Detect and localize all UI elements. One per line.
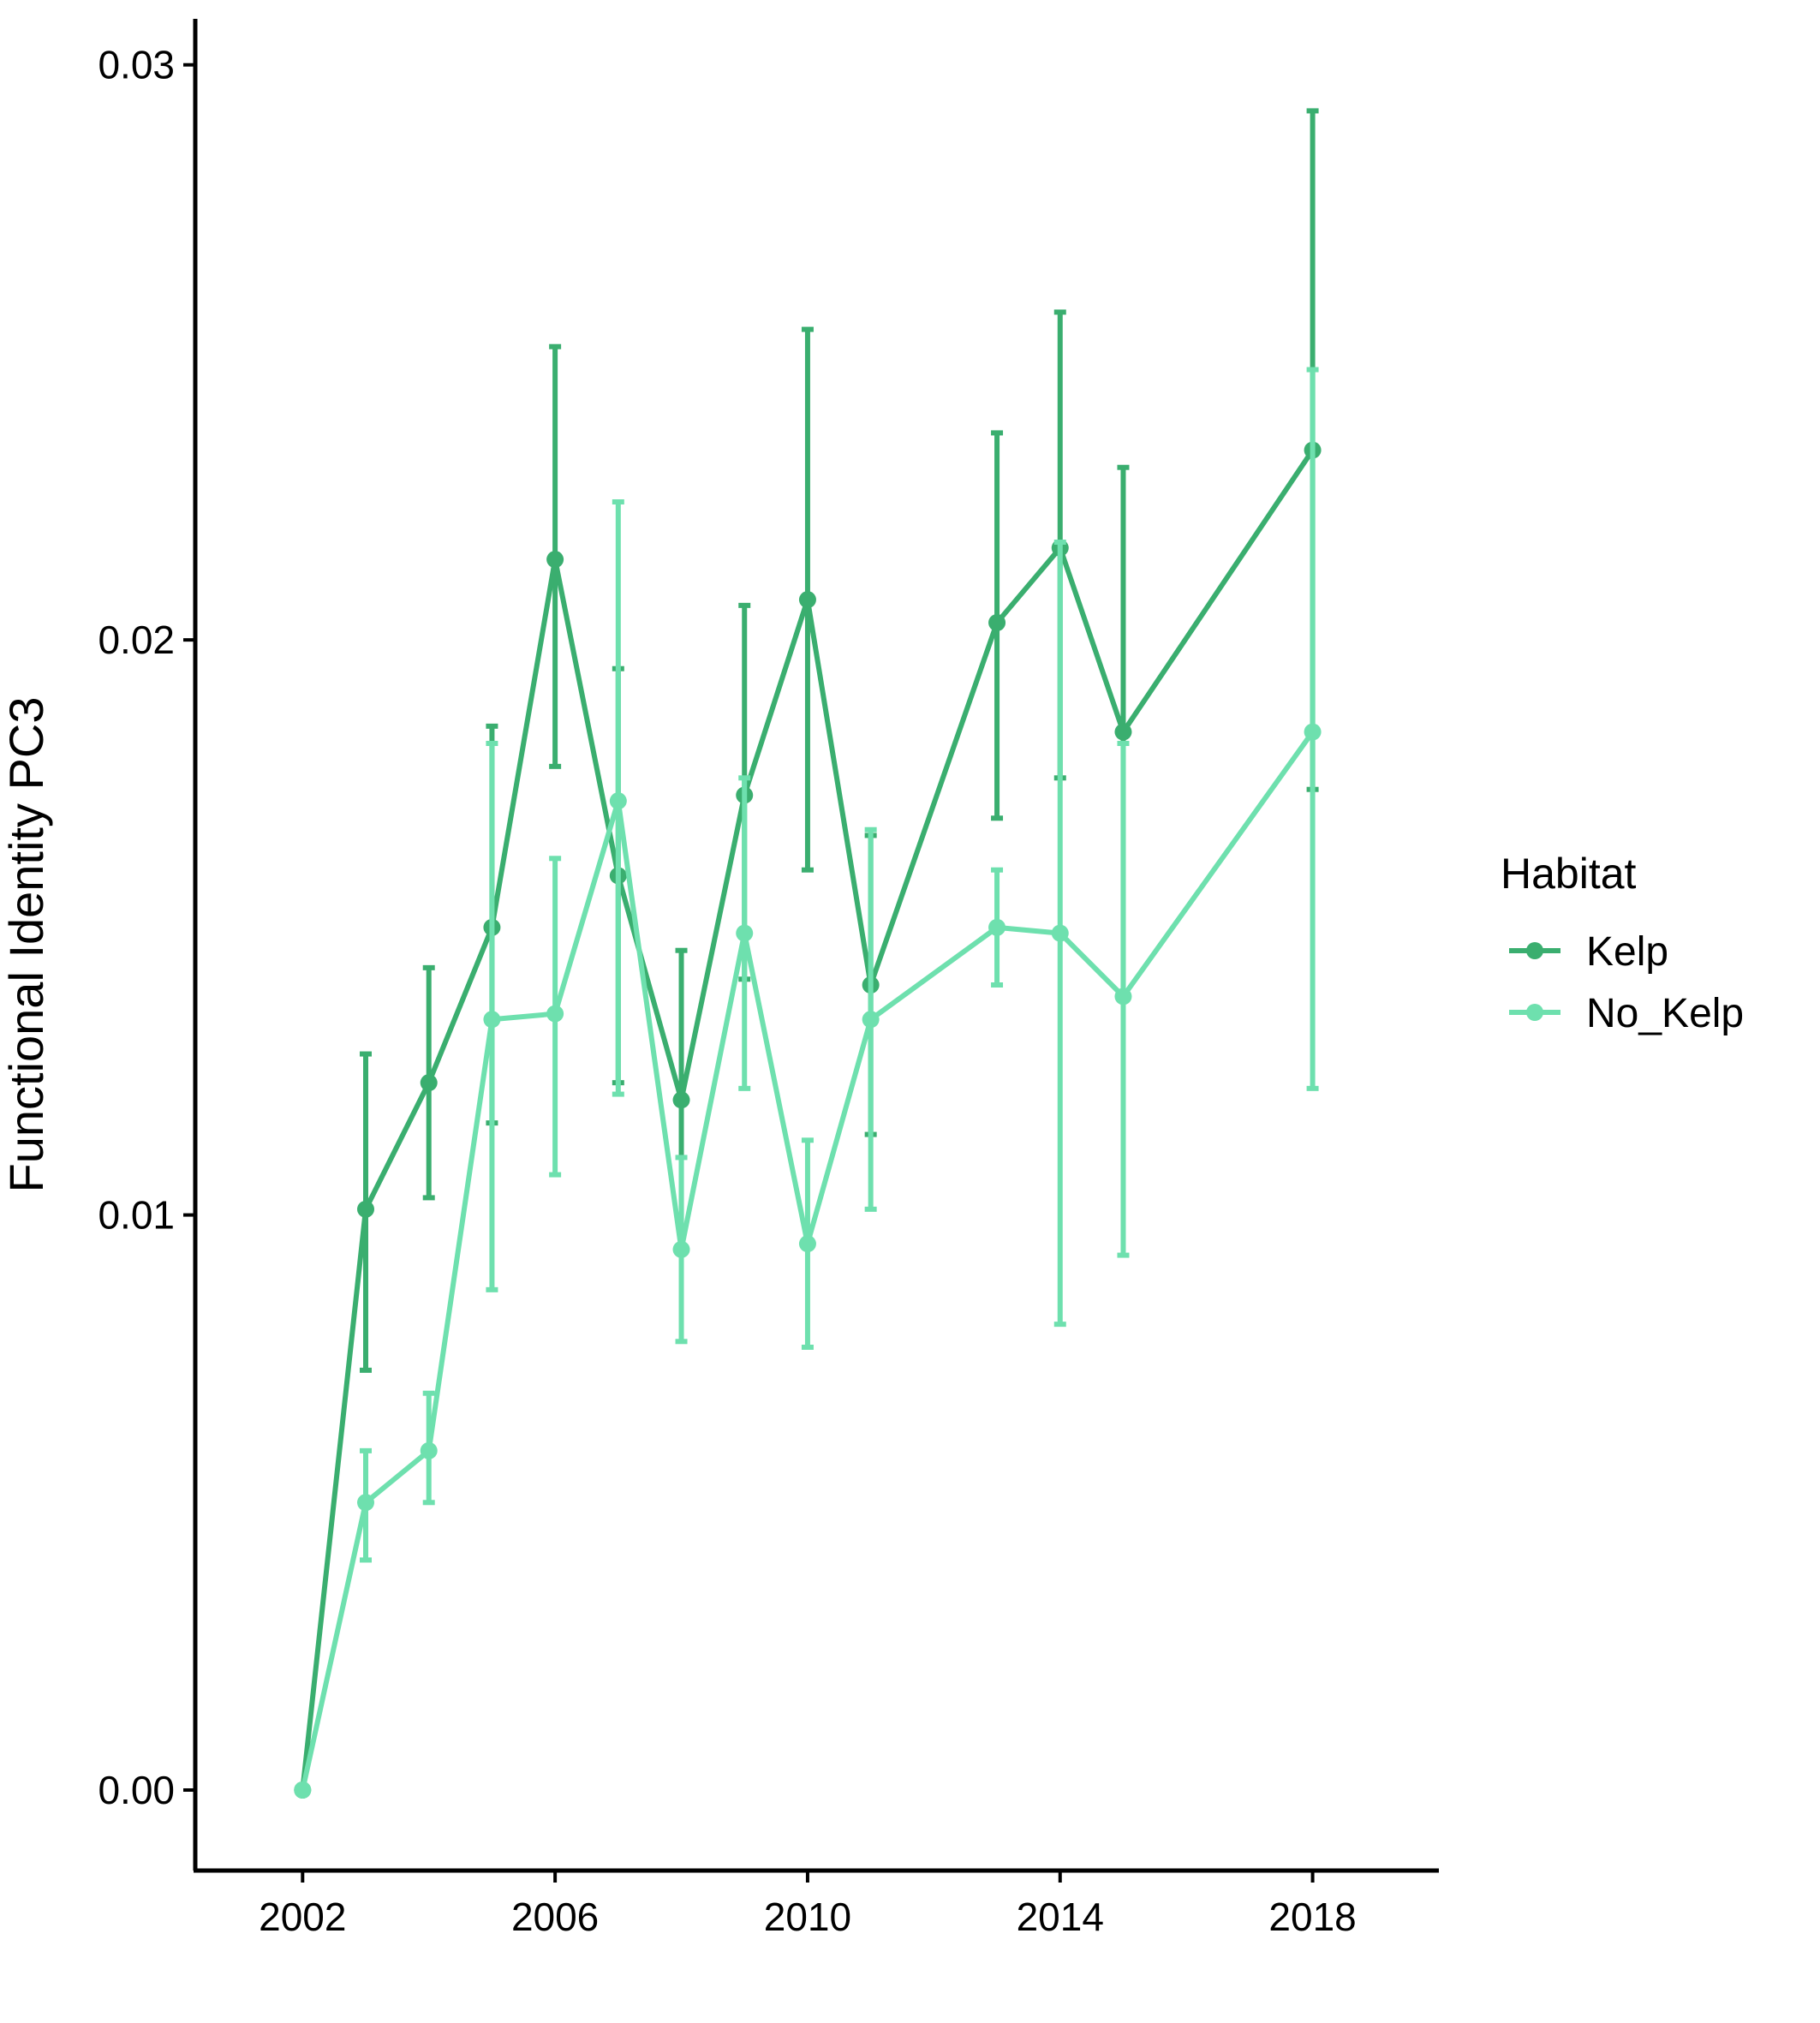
x-tick-label: 2010 <box>764 1895 851 1939</box>
series-no-kelp <box>294 367 1322 1799</box>
x-tick-label: 2018 <box>1268 1895 1356 1939</box>
data-layer <box>294 108 1322 1799</box>
legend-label: No_Kelp <box>1586 991 1744 1036</box>
data-point <box>1304 723 1322 741</box>
series-kelp <box>294 108 1322 1799</box>
data-point <box>294 1781 312 1799</box>
y-tick-label: 0.03 <box>98 43 175 87</box>
legend-label: Kelp <box>1586 929 1668 975</box>
y-tick-label: 0.01 <box>98 1193 175 1238</box>
legend-title: Habitat <box>1501 850 1637 898</box>
axes-layer: 0.00 0.01 0.02 0.03 2002 2006 2010 2014 2018 Fu… <box>0 19 1439 1939</box>
data-point <box>1051 924 1069 942</box>
series-line <box>300 729 1316 1793</box>
legend-items: Kelp No_Kelp <box>1509 929 1744 1036</box>
data-point <box>736 924 754 942</box>
data-point <box>609 792 627 810</box>
y-tick-label: 0.00 <box>98 1768 175 1812</box>
data-point <box>483 1011 501 1029</box>
data-point <box>420 1074 438 1092</box>
data-point <box>357 1494 375 1512</box>
data-point <box>988 918 1006 936</box>
data-point <box>1114 988 1132 1006</box>
data-point <box>862 1011 880 1029</box>
legend-item: Kelp <box>1509 929 1668 975</box>
series-line <box>300 447 1316 1793</box>
data-point <box>1114 723 1132 741</box>
legend: Habitat Kelp No_Kelp <box>1501 850 1744 1036</box>
data-point <box>988 614 1006 631</box>
data-point <box>798 1235 816 1253</box>
x-tick-label: 2014 <box>1017 1895 1104 1939</box>
data-point <box>546 1005 564 1023</box>
x-tick-label: 2002 <box>259 1895 346 1939</box>
data-point <box>672 1091 690 1109</box>
data-point <box>546 551 564 569</box>
x-ticks: 2002 2006 2010 2014 2018 <box>259 1871 1357 1939</box>
y-ticks: 0.00 0.01 0.02 0.03 <box>98 43 195 1812</box>
y-axis-title: Functional Identity PC3 <box>0 697 53 1193</box>
y-tick-label: 0.02 <box>98 618 175 662</box>
data-point <box>420 1441 438 1459</box>
x-tick-label: 2006 <box>511 1895 599 1939</box>
data-point <box>798 591 816 609</box>
data-point <box>672 1240 690 1258</box>
legend-key-point <box>1526 1004 1543 1021</box>
legend-key-point <box>1526 942 1543 959</box>
data-point <box>357 1200 375 1218</box>
legend-item: No_Kelp <box>1509 991 1744 1036</box>
